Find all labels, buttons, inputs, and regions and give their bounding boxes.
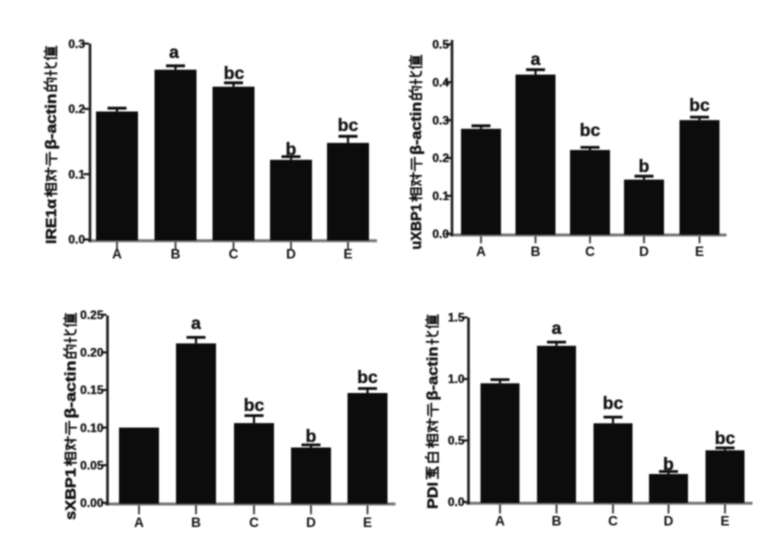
svg-text:0.15: 0.15 (80, 383, 104, 397)
svg-text:1.0: 1.0 (448, 372, 465, 386)
svg-text:b: b (286, 139, 297, 159)
svg-text:A: A (112, 247, 122, 262)
svg-text:bc: bc (244, 395, 265, 415)
svg-text:0.2: 0.2 (68, 102, 85, 116)
svg-text:0.1: 0.1 (432, 189, 449, 203)
svg-text:bc: bc (715, 428, 736, 448)
svg-text:bc: bc (224, 63, 245, 83)
svg-text:0.3: 0.3 (432, 113, 449, 127)
svg-text:D: D (306, 515, 316, 530)
svg-text:0.10: 0.10 (80, 421, 104, 435)
svg-text:0.00: 0.00 (80, 496, 104, 510)
svg-text:D: D (286, 247, 296, 262)
svg-text:b: b (663, 454, 674, 474)
svg-text:PDI: PDI (425, 482, 442, 509)
svg-text:E: E (343, 247, 352, 262)
svg-text:0.2: 0.2 (432, 151, 449, 165)
svg-text:0.20: 0.20 (80, 346, 104, 360)
svg-text:B: B (191, 515, 201, 530)
svg-text:sXBP1: sXBP1 (63, 468, 80, 520)
svg-text:E: E (695, 244, 704, 259)
svg-text:A: A (134, 515, 144, 530)
svg-text:a: a (191, 313, 201, 333)
svg-text:0.0: 0.0 (448, 495, 465, 509)
svg-text:D: D (664, 514, 674, 529)
svg-text:a: a (531, 49, 541, 69)
svg-text:a: a (169, 42, 179, 62)
svg-text:bc: bc (580, 120, 601, 140)
svg-text:a: a (552, 318, 562, 338)
svg-text:bc: bc (357, 367, 378, 387)
svg-text:β-actin: β-actin (425, 347, 442, 401)
svg-text:C: C (608, 514, 618, 529)
svg-text:E: E (720, 514, 729, 529)
svg-text:0.05: 0.05 (80, 458, 104, 472)
svg-text:D: D (639, 244, 649, 259)
svg-text:0.25: 0.25 (80, 308, 104, 322)
svg-text:C: C (585, 244, 595, 259)
svg-text:B: B (531, 244, 541, 259)
svg-text:bc: bc (603, 393, 624, 413)
svg-text:0.3: 0.3 (68, 37, 85, 51)
svg-text:C: C (249, 515, 259, 530)
svg-text:1.5: 1.5 (448, 311, 465, 325)
svg-text:0.1: 0.1 (68, 167, 85, 181)
svg-text:0.5: 0.5 (448, 434, 465, 448)
svg-text:0.5: 0.5 (432, 38, 449, 52)
svg-text:E: E (363, 515, 372, 530)
svg-text:A: A (476, 244, 486, 259)
svg-text:b: b (639, 156, 650, 176)
svg-text:β-actin: β-actin (63, 361, 80, 419)
svg-text:A: A (495, 514, 505, 529)
svg-text:0.0: 0.0 (68, 233, 85, 247)
svg-text:0.0: 0.0 (432, 227, 449, 241)
svg-text:B: B (552, 514, 562, 529)
svg-text:β-actin: β-actin (408, 102, 425, 155)
svg-text:β-actin: β-actin (43, 94, 60, 150)
svg-text:b: b (306, 426, 317, 446)
svg-text:B: B (171, 247, 181, 262)
svg-text:IRE1α: IRE1α (43, 198, 60, 244)
svg-text:bc: bc (338, 115, 359, 135)
svg-text:C: C (229, 247, 239, 262)
svg-text:0.4: 0.4 (432, 75, 449, 89)
svg-text:uXBP1: uXBP1 (408, 204, 425, 250)
svg-text:bc: bc (689, 95, 710, 115)
